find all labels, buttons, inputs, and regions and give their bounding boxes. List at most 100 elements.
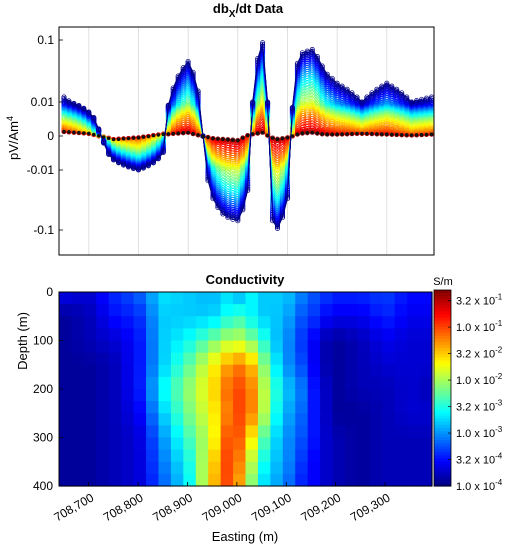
heatmap-cell: [407, 352, 421, 366]
heatmap-cell: [320, 437, 334, 451]
heatmap-cell: [407, 364, 421, 378]
heatmap-cell: [382, 401, 396, 414]
heatmap-cell: [96, 304, 110, 317]
late-gate-point: [370, 131, 374, 136]
heatmap-cell: [121, 437, 135, 451]
late-gate-point: [87, 131, 91, 136]
heatmap-cell: [270, 292, 284, 305]
late-gate-point: [236, 138, 240, 143]
heatmap-cell: [133, 425, 147, 439]
data-point: [205, 178, 211, 184]
heatmap-cell: [59, 437, 73, 451]
heatmap-cell: [121, 364, 135, 378]
data-point: [329, 118, 335, 125]
heatmap-cell: [332, 328, 346, 342]
data-point: [349, 120, 355, 126]
heatmap-cell: [357, 304, 371, 317]
heatmap-cell: [170, 376, 184, 390]
late-gate-point: [280, 136, 285, 141]
heatmap-cell: [146, 413, 160, 426]
heatmap-cell: [208, 449, 222, 463]
heatmap-cell: [170, 389, 184, 402]
data-point: [230, 213, 236, 219]
heatmap-cell: [233, 376, 247, 390]
data-point: [86, 109, 92, 115]
heatmap-cell: [407, 425, 421, 439]
data-point: [389, 115, 395, 121]
heatmap-cell: [183, 449, 197, 463]
heatmap-cell: [96, 449, 110, 463]
bottom-xtick-label: 709,300: [348, 490, 393, 524]
data-point: [135, 167, 142, 173]
heatmap-cell: [270, 316, 284, 329]
heatmap-cell: [158, 389, 172, 402]
heatmap-cell: [245, 389, 259, 402]
colorbar-label: 3.2 x 10-2: [456, 346, 503, 361]
heatmap-cell: [419, 316, 433, 329]
heatmap-cell: [332, 437, 346, 451]
data-point: [304, 91, 310, 97]
heatmap-cell: [257, 437, 271, 451]
heatmap-cell: [183, 316, 197, 329]
heatmap-cell: [382, 328, 396, 342]
late-gate-point: [101, 135, 106, 139]
heatmap-cell: [320, 304, 334, 317]
heatmap-cell: [270, 413, 284, 426]
heatmap-cell: [220, 425, 234, 439]
heatmap-cell: [307, 340, 321, 354]
heatmap-cell: [382, 376, 396, 390]
late-gate-point: [399, 133, 404, 137]
data-point: [419, 98, 425, 104]
colorbar: [434, 290, 451, 487]
heatmap-cell: [369, 413, 383, 426]
data-point: [369, 120, 375, 126]
heatmap-cell: [233, 461, 247, 475]
data-point: [230, 211, 236, 217]
late-gate-point: [355, 131, 359, 136]
heatmap-cell: [121, 316, 135, 329]
colorbar-label: 1.0 x 10-1: [456, 319, 503, 334]
heatmap-cell: [382, 389, 396, 402]
heatmap-cell: [407, 401, 421, 414]
heatmap-cell: [96, 437, 110, 451]
heatmap-cell: [71, 376, 85, 390]
heatmap-cell: [369, 316, 383, 329]
heatmap-cell: [83, 328, 97, 342]
heatmap-cell: [282, 364, 296, 378]
heatmap-cell: [332, 413, 346, 426]
data-point: [230, 177, 236, 183]
heatmap-cell: [59, 376, 73, 390]
data-point: [324, 126, 330, 132]
heatmap-cell: [121, 413, 135, 426]
heatmap-cell: [369, 352, 383, 366]
heatmap-cell: [158, 376, 172, 390]
bottom-xlabel: Easting (m): [212, 529, 278, 544]
heatmap-cell: [307, 364, 321, 378]
heatmap-cell: [407, 340, 421, 354]
heatmap-cell: [83, 352, 97, 366]
late-gate-point: [196, 133, 200, 137]
heatmap-cell: [158, 449, 172, 463]
heatmap-cell: [59, 364, 73, 378]
heatmap-cell: [59, 292, 73, 305]
late-gate-point: [96, 134, 101, 138]
data-point: [423, 98, 430, 105]
data-point: [374, 116, 380, 122]
heatmap-cell: [344, 304, 358, 317]
heatmap-cell: [307, 437, 321, 451]
heatmap-cell: [108, 461, 122, 475]
heatmap-cell: [245, 461, 259, 475]
heatmap-cell: [146, 437, 160, 451]
heatmap-cell: [344, 376, 358, 390]
heatmap-cell: [195, 340, 209, 354]
data-point: [121, 162, 127, 168]
heatmap-cell: [394, 316, 408, 329]
late-gate-point: [176, 131, 180, 135]
late-gate-point: [320, 132, 325, 136]
heatmap-cell: [382, 413, 396, 426]
data-point: [245, 187, 251, 194]
heatmap-cell: [307, 473, 321, 487]
heatmap-cell: [394, 389, 408, 402]
data-point: [409, 122, 415, 128]
top-yticks: 0.1 0.01 0 -0.01 -0.1: [27, 33, 63, 237]
